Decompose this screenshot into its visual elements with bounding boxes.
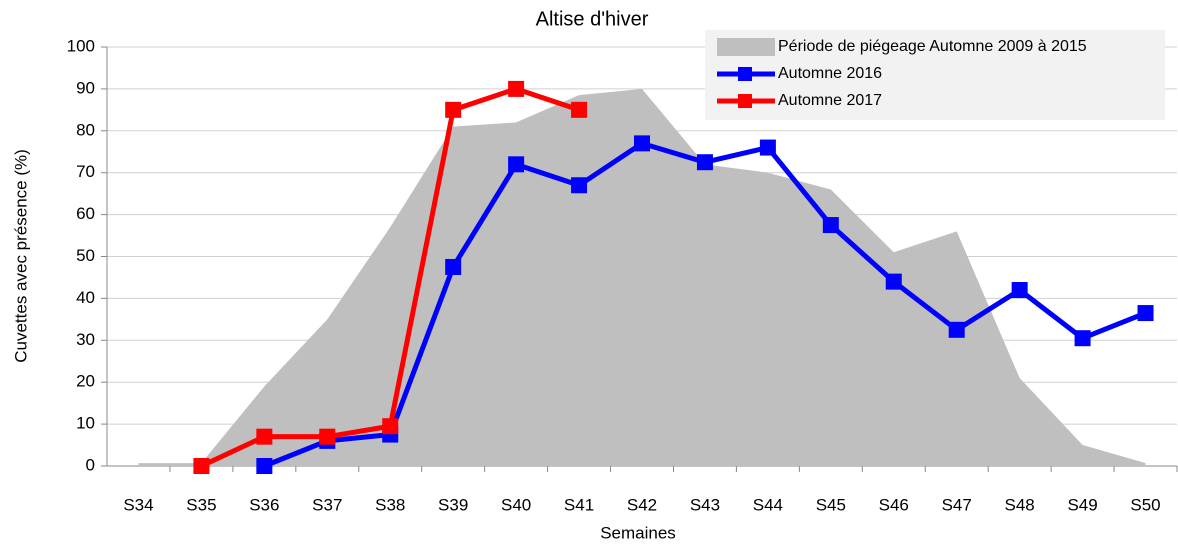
y-tick-label: 40 [76,288,95,307]
marker [445,258,462,275]
marker [885,273,902,290]
y-tick-label: 100 [67,36,95,55]
y-tick-label: 60 [76,204,95,223]
legend-label: Automne 2017 [778,92,882,109]
y-tick-label: 20 [76,372,95,391]
y-axis-label: Cuvettes avec présence (%) [11,149,30,363]
y-tick-label: 90 [76,78,95,97]
marker [508,156,525,173]
marker [571,177,588,194]
x-tick-label: S50 [1130,495,1160,514]
legend-swatch [738,67,752,81]
marker [1074,330,1091,347]
marker [696,154,713,171]
marker [508,80,525,97]
x-tick-label: S46 [879,495,909,514]
marker [382,418,399,435]
x-tick-label: S43 [690,495,720,514]
area [138,88,1146,467]
x-tick-label: S36 [249,495,279,514]
y-tick-label: 0 [86,455,95,474]
x-tick-label: S49 [1067,495,1097,514]
y-tick-label: 80 [76,120,95,139]
y-tick-label: 10 [76,414,95,433]
y-tick-label: 30 [76,330,95,349]
marker [822,217,839,234]
y-tick-label: 50 [76,246,95,265]
marker [193,458,210,474]
x-tick-label: S47 [942,495,972,514]
x-tick-label: S45 [816,495,846,514]
legend-label: Automne 2016 [778,65,882,82]
marker [759,139,776,156]
x-tick-label: S48 [1005,495,1035,514]
marker [319,428,336,445]
marker [445,101,462,118]
x-tick-label: S37 [312,495,342,514]
legend-box [705,30,1165,120]
marker [1137,305,1154,322]
legend-swatch [738,94,752,108]
marker [571,101,588,118]
x-tick-label: S39 [438,495,468,514]
x-tick-label: S44 [753,495,783,514]
y-tick-label: 70 [76,162,95,181]
marker [1011,282,1028,299]
marker [256,428,273,445]
marker [256,458,273,474]
plot-area [138,80,1154,474]
x-tick-label: S40 [501,495,531,514]
x-tick-label: S35 [186,495,216,514]
x-tick-label: S38 [375,495,405,514]
x-axis-label: Semaines [600,523,676,542]
legend-swatch [717,38,775,56]
chart-title: Altise d'hiver [536,8,649,30]
x-tick-label: S34 [123,495,153,514]
marker [634,135,650,152]
legend-label: Période de piégeage Automne 2009 à 2015 [778,38,1087,55]
x-tick-label: S42 [627,495,657,514]
marker [948,321,965,338]
x-tick-label: S41 [564,495,594,514]
legend: Période de piégeage Automne 2009 à 2015 A… [705,30,1165,120]
